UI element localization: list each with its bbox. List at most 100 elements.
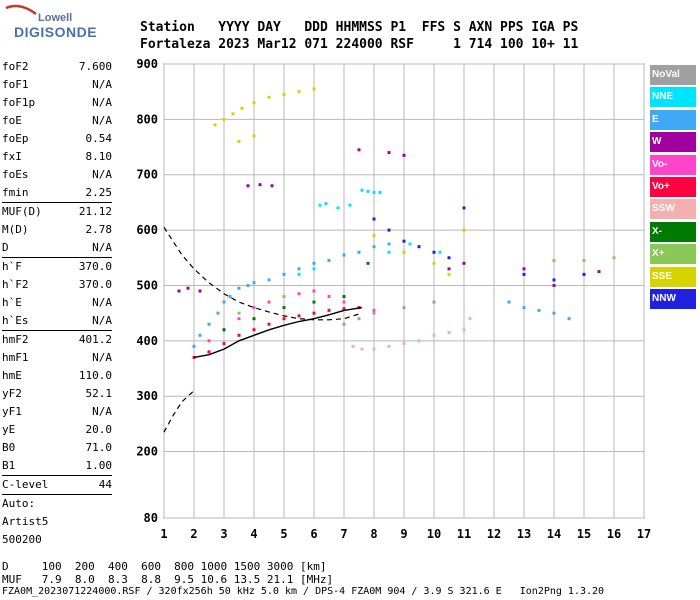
y-axis: 80 200 300 400 500 600 700 800 900 [136,57,158,525]
echo-point [360,188,364,192]
echo-point [372,308,376,312]
echo-point [267,300,271,304]
param-label: MUF(D) [2,205,42,218]
echo-point [237,286,241,290]
param-row: h`E N/A [2,294,112,312]
param-row: foEp 0.54 [2,130,112,148]
echo-point [237,140,241,144]
param-value: 1.00 [85,459,113,472]
echo-point [267,95,271,99]
echo-point [366,261,370,265]
echo-point [198,289,202,293]
param-separator [2,202,112,203]
parameter-panel: foF2 7.600 foF1 N/A foF1p N/A foE N/A foEp 0.54 fx… [2,58,112,549]
x-tick-label: 7 [340,527,347,541]
echo-point [372,245,376,249]
param-value: N/A [92,78,112,91]
echo-point [372,311,376,315]
echo-point [282,317,286,321]
param-separator [2,257,112,258]
param-label: 500200 [2,533,42,546]
echo-point [378,190,382,194]
echo-point [207,350,211,354]
echo-point [447,267,451,271]
x-tick-label: 2 [190,527,197,541]
x-axis: 1 2 3 4 5 6 7 8 9 10 11 12 13 14 15 16 17 [160,527,651,541]
echo-point [447,256,451,260]
param-value: 21.12 [78,205,112,218]
param-label: foEs [2,168,29,181]
legend-item: NNW [650,288,696,309]
echo-point [372,217,376,221]
echo-point [462,328,466,332]
x-tick-label: 3 [220,527,227,541]
x-tick-label: 14 [547,527,561,541]
echo-point [582,272,586,276]
echo-point [597,270,601,274]
param-row: hmF1 N/A [2,349,112,367]
echo-point [522,272,526,276]
plot-grid [163,63,645,519]
echo-point [447,331,451,335]
param-label: fxI [2,150,22,163]
param-label: h`Es [2,314,29,327]
echo-point [552,259,556,263]
x-tick-label: 11 [457,527,471,541]
header-line-2: Fortaleza 2023 Mar12 071 224000 RSF 1 71… [140,37,579,52]
echo-point [537,308,541,312]
param-value: 8.10 [85,150,113,163]
x-tick-label: 5 [280,527,287,541]
echo-point [186,286,190,290]
param-value: 0.54 [85,132,113,145]
legend-item: X- [650,221,696,242]
echo-point [297,272,301,276]
echo-point [198,333,202,337]
echo-point [612,256,616,260]
x-tick-label: 8 [370,527,377,541]
echo-point [357,317,361,321]
echo-point [312,300,316,304]
echo-point [267,322,271,326]
y-tick-label: 80 [144,511,158,525]
echo-point [237,333,241,337]
legend-item: X+ [650,244,696,265]
param-label: fmin [2,186,29,199]
param-label: M(D) [2,223,29,236]
echo-point [462,228,466,232]
param-value: N/A [92,114,112,127]
echo-point [237,317,241,321]
param-value: 44 [98,478,112,491]
param-row: h`F 370.0 [2,258,112,276]
profile-dashed-line [163,390,195,433]
echo-point [357,148,361,152]
echo-point [387,344,391,348]
logo-digisonde: DIGISONDE [14,24,98,40]
x-tick-label: 1 [160,527,167,541]
param-label: yF2 [2,387,22,400]
echo-point [402,250,406,254]
trace-dashed-line [163,226,363,321]
param-value: 71.0 [85,441,113,454]
param-label: foF1p [2,96,36,109]
y-tick-label: 600 [136,223,158,237]
echo-point [342,253,346,257]
echo-point [231,112,235,116]
echo-point [282,295,286,299]
echo-point [327,308,331,312]
y-tick-label: 900 [136,57,158,71]
header-line-1: Station YYYY DAY DDD HHMMSS P1 FFS S AXN… [140,20,579,35]
echo-point [177,289,181,293]
echo-point [270,184,274,188]
echo-point [258,183,262,187]
param-label: hmE [2,369,22,382]
param-label: Artist5 [2,515,49,528]
echo-point [312,311,316,315]
param-label: D [2,241,9,254]
echo-point [402,239,406,243]
echo-point [222,328,226,332]
echo-point [342,307,346,311]
param-value: 401.2 [78,333,112,346]
param-label: h`E [2,296,22,309]
x-tick-label: 13 [517,527,531,541]
param-value: 370.0 [78,260,112,273]
